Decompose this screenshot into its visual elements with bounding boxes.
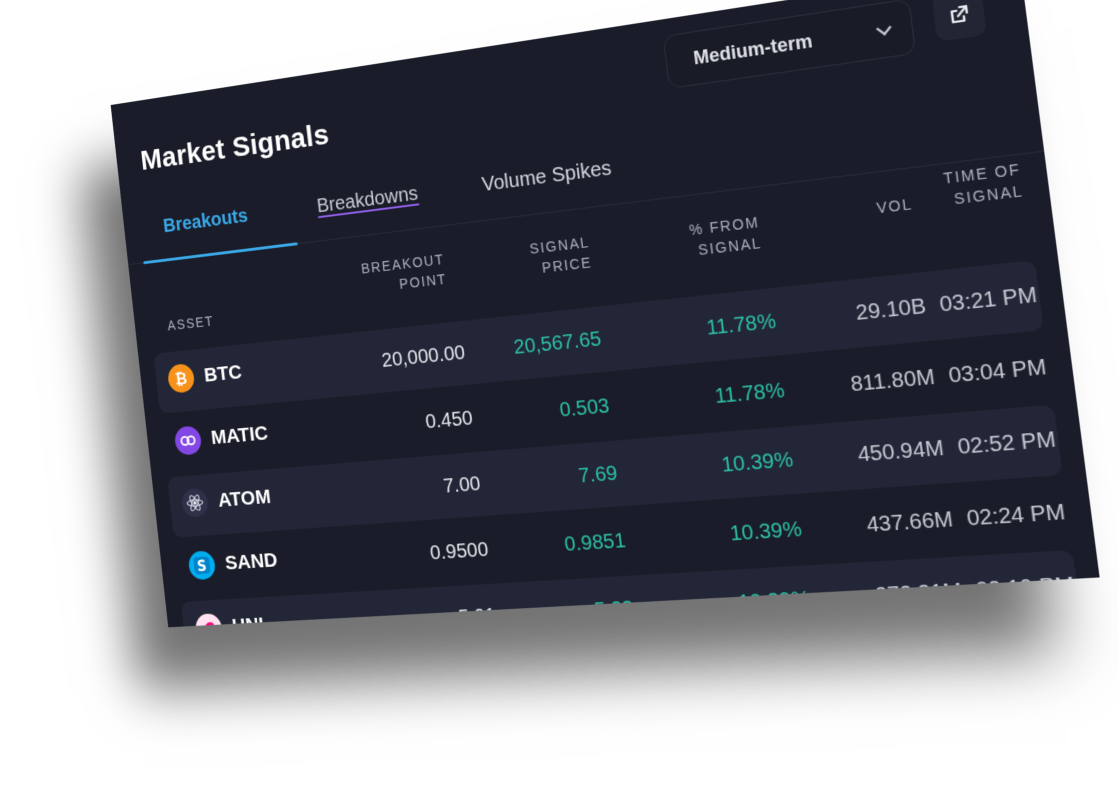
asset-symbol: SAND xyxy=(223,548,279,575)
asset-cell: S SAND xyxy=(187,546,279,581)
volume-value: 272.31M xyxy=(874,579,964,608)
bitcoin-icon: ₿ xyxy=(166,363,196,394)
column-header-pct-from-signal: % FROM SIGNAL xyxy=(688,213,763,259)
asset-cell: ATOM xyxy=(180,483,273,519)
asset-cell: ₿ BTC xyxy=(166,358,244,394)
signal-time-value: 03:04 PM xyxy=(947,355,1048,389)
signal-price-value: 0.9851 xyxy=(563,529,627,557)
column-header-asset: ASSET xyxy=(166,313,215,334)
asset-symbol: MATIC xyxy=(209,422,270,449)
signal-price-value: 20,567.65 xyxy=(512,327,603,359)
svg-text:₿: ₿ xyxy=(174,368,188,388)
asset-symbol: UNI xyxy=(230,613,266,628)
cosmos-icon xyxy=(180,487,210,519)
signal-price-value: 7.69 xyxy=(577,462,619,488)
market-signals-card: Market Signals Medium-term Breakouts Bre… xyxy=(110,0,1100,628)
asset-cell: MATIC xyxy=(173,419,270,456)
breakout-point-value: 20,000.00 xyxy=(380,341,467,372)
volume-value: 450.94M xyxy=(856,436,946,467)
pct-from-signal-value: 10.39% xyxy=(737,587,812,615)
tab-breakouts[interactable]: Breakouts xyxy=(162,205,249,237)
column-header-breakout-point: BREAKOUT POINT xyxy=(360,251,448,292)
asset-cell: UNI xyxy=(194,611,265,628)
table-row[interactable]: S SAND 0.9500 0.9851 10.39% 437.66M 02:2… xyxy=(174,477,1072,600)
signal-time-value: 03:21 PM xyxy=(938,283,1039,317)
signal-time-value: 02:52 PM xyxy=(956,427,1058,460)
tab-volume-spikes[interactable]: Volume Spikes xyxy=(480,157,613,197)
column-header-time-of-signal: TIME OF SIGNAL xyxy=(942,160,1025,208)
uniswap-icon xyxy=(194,613,224,628)
tab-breakdowns[interactable]: Breakdowns xyxy=(315,182,420,218)
pct-from-signal-value: 10.39% xyxy=(728,517,804,546)
signal-time-value: 02:24 PM xyxy=(965,500,1067,531)
signal-price-value: 0.503 xyxy=(558,394,611,422)
volume-value: 437.66M xyxy=(865,507,955,538)
term-select-value: Medium-term xyxy=(692,29,814,69)
column-header-vol: VOL xyxy=(875,195,914,217)
active-tab-indicator xyxy=(143,242,298,265)
volume-value: 811.80M xyxy=(849,365,937,397)
term-select[interactable]: Medium-term xyxy=(662,0,917,90)
asset-symbol: ATOM xyxy=(216,485,272,512)
sandbox-icon: S xyxy=(187,550,217,581)
open-external-button[interactable] xyxy=(931,0,988,42)
external-link-icon xyxy=(946,2,971,27)
signal-price-value: 5.23 xyxy=(593,597,635,622)
breakout-point-value: 0.9500 xyxy=(428,538,490,565)
column-header-signal-price: SIGNAL PRICE xyxy=(528,233,593,276)
pct-from-signal-value: 11.78% xyxy=(713,379,786,409)
breakout-point-value: 5.01 xyxy=(457,604,498,628)
volume-value: 29.10B xyxy=(854,294,928,326)
polygon-icon xyxy=(173,425,203,456)
svg-text:S: S xyxy=(196,558,207,575)
chevron-down-icon xyxy=(876,20,892,36)
breakout-point-value: 7.00 xyxy=(442,472,482,498)
pct-from-signal-value: 11.78% xyxy=(705,310,778,340)
asset-symbol: BTC xyxy=(202,360,243,387)
pct-from-signal-value: 10.39% xyxy=(720,448,795,477)
card-title: Market Signals xyxy=(138,118,331,177)
table-row[interactable]: ₿ BTC 20,000.00 20,567.65 11.78% 29.10B … xyxy=(153,260,1044,414)
signal-time-value: 02:19 PM xyxy=(974,573,1077,603)
breakout-point-value: 0.450 xyxy=(424,407,475,434)
